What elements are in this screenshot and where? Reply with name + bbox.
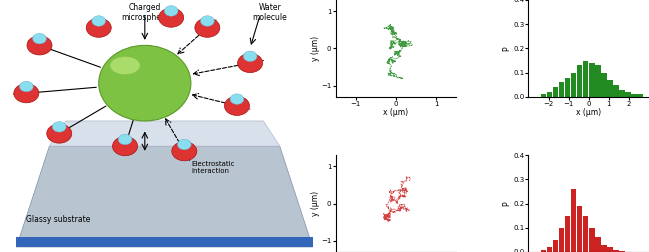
Bar xyxy=(619,90,624,97)
Bar xyxy=(571,189,576,252)
Bar xyxy=(589,63,594,97)
Circle shape xyxy=(92,16,106,26)
Bar xyxy=(553,87,558,97)
Bar xyxy=(541,249,546,252)
Polygon shape xyxy=(16,146,313,247)
Polygon shape xyxy=(16,237,313,247)
Bar xyxy=(571,73,576,97)
Bar xyxy=(601,73,607,97)
Circle shape xyxy=(177,139,191,150)
Circle shape xyxy=(201,16,214,26)
Bar xyxy=(583,216,589,252)
Circle shape xyxy=(53,122,66,132)
Polygon shape xyxy=(49,121,280,146)
Circle shape xyxy=(27,36,52,55)
Circle shape xyxy=(112,137,138,156)
Bar xyxy=(577,66,582,97)
Y-axis label: P: P xyxy=(502,201,511,206)
Circle shape xyxy=(19,81,33,92)
Circle shape xyxy=(243,51,257,61)
Bar xyxy=(553,240,558,252)
Bar xyxy=(546,92,552,97)
Y-axis label: P: P xyxy=(502,46,511,51)
Bar xyxy=(546,247,552,252)
Bar xyxy=(607,80,613,97)
Bar xyxy=(583,60,589,97)
Circle shape xyxy=(164,6,178,16)
Circle shape xyxy=(230,94,244,104)
Bar xyxy=(607,247,613,252)
Text: Water
molecule: Water molecule xyxy=(252,3,288,22)
Bar xyxy=(565,78,570,97)
Text: Glassy substrate: Glassy substrate xyxy=(27,215,91,224)
Bar xyxy=(613,85,618,97)
Bar xyxy=(595,237,600,252)
Circle shape xyxy=(172,142,197,161)
Y-axis label: y (μm): y (μm) xyxy=(311,36,319,61)
Bar xyxy=(601,245,607,252)
Text: Electrostatic
interaction: Electrostatic interaction xyxy=(191,161,234,174)
Bar xyxy=(625,92,631,97)
Circle shape xyxy=(158,8,184,27)
Bar xyxy=(619,251,624,252)
Bar xyxy=(577,206,582,252)
Circle shape xyxy=(32,34,46,44)
Circle shape xyxy=(47,124,72,143)
Bar xyxy=(613,249,618,252)
X-axis label: x (μm): x (μm) xyxy=(384,108,408,117)
Bar xyxy=(565,216,570,252)
Bar xyxy=(559,228,565,252)
Bar xyxy=(589,228,594,252)
Y-axis label: y (μm): y (μm) xyxy=(311,191,319,216)
Circle shape xyxy=(225,96,249,115)
Ellipse shape xyxy=(110,57,140,74)
Ellipse shape xyxy=(99,45,191,121)
Bar xyxy=(631,94,637,97)
Bar xyxy=(559,82,565,97)
Circle shape xyxy=(86,18,111,37)
X-axis label: x (μm): x (μm) xyxy=(576,108,601,117)
Bar xyxy=(541,94,546,97)
Text: Charged
microsphere: Charged microsphere xyxy=(121,3,169,22)
Circle shape xyxy=(238,53,263,73)
Bar xyxy=(637,94,643,97)
Circle shape xyxy=(195,18,220,37)
Circle shape xyxy=(14,84,39,103)
Circle shape xyxy=(118,134,132,145)
Bar xyxy=(595,66,600,97)
